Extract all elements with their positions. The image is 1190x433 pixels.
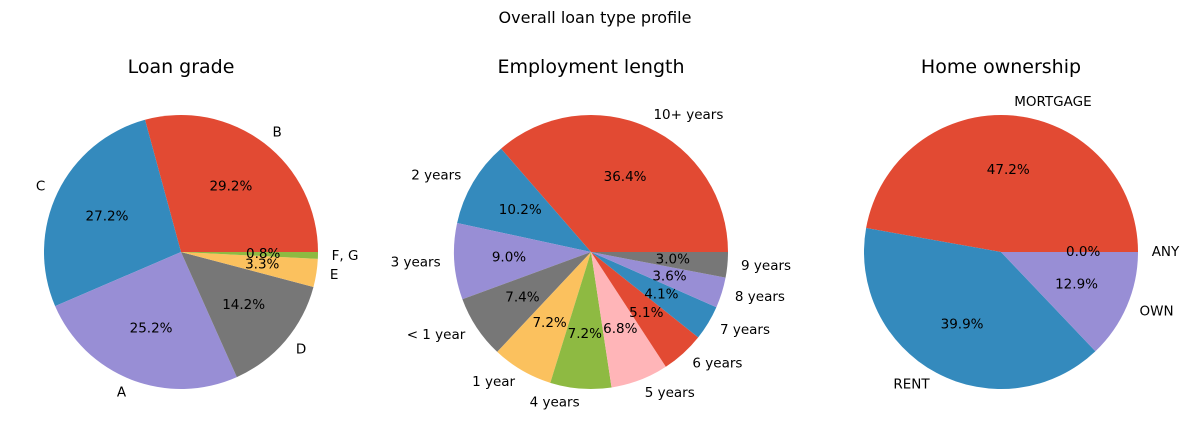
employment-length-label-2-years: 2 years	[411, 167, 461, 183]
loan-grade-label-f-g: F, G	[332, 248, 359, 264]
loan-grade-slice-b	[145, 114, 318, 252]
employment-length-slice-4-years	[550, 252, 612, 389]
loan-grade-label-e: E	[330, 267, 339, 283]
loan-grade-slice-a	[55, 252, 237, 389]
employment-length-label-1-year: < 1 year	[407, 327, 466, 343]
employment-length-pct-3-years: 9.0%	[492, 250, 526, 266]
home-ownership-pie: Home ownership MORTGAGE 47.2% RENT 39.9% OWN 1…	[864, 56, 1180, 393]
loan-grade-pct-a: 25.2%	[130, 321, 173, 337]
employment-length-label-4-years: 4 years	[530, 394, 580, 410]
employment-length-pct-1-year: 7.4%	[505, 289, 539, 305]
employment-length-label-7-years: 7 years	[720, 322, 770, 338]
employment-length-pie: Employment length 10+ years 36.4% 2 years 10…	[391, 56, 791, 410]
home-ownership-label-any: ANY	[1152, 244, 1180, 260]
figure-suptitle: Overall loan type profile	[498, 8, 692, 27]
loan-grade-label-b: B	[273, 124, 282, 140]
home-ownership-label-rent: RENT	[893, 377, 930, 393]
employment-length-pct-10-years: 36.4%	[604, 169, 647, 185]
loan-grade-label-d: D	[296, 342, 306, 358]
employment-length-slice-3-years	[453, 222, 591, 300]
loan-grade-slice-e	[181, 252, 318, 287]
employment-length-slice-9-years	[591, 252, 728, 278]
employment-length-slice-1-year	[462, 252, 591, 352]
employment-length-pct-2-years: 10.2%	[499, 202, 542, 218]
loan-grade-pct-c: 27.2%	[86, 208, 129, 224]
employment-length-label-3-years: 3 years	[391, 254, 441, 270]
employment-length-pct-1-year: 7.2%	[532, 315, 566, 331]
home-ownership-pct-own: 12.9%	[1055, 276, 1098, 292]
employment-length-label-9-years: 9 years	[741, 258, 791, 274]
home-ownership-label-mortgage: MORTGAGE	[1014, 94, 1091, 110]
employment-length-pct-9-years: 3.0%	[656, 252, 690, 268]
loan-grade-label-a: A	[117, 384, 127, 400]
loan-grade-pie: Loan grade B 29.2% C 27.2% A 25.2% D 14.2% E 3.3% F…	[36, 56, 359, 400]
employment-length-title: Employment length	[497, 56, 684, 78]
employment-length-label-6-years: 6 years	[692, 355, 742, 371]
loan-grade-slice-d	[181, 252, 314, 378]
loan-grade-label-c: C	[36, 178, 45, 194]
employment-length-pct-7-years: 4.1%	[644, 287, 678, 303]
employment-length-slice-1-year	[497, 252, 591, 383]
employment-length-pct-8-years: 3.6%	[652, 268, 686, 284]
home-ownership-label-own: OWN	[1139, 303, 1173, 319]
loan-grade-pct-f-g: 0.8%	[246, 246, 280, 262]
employment-length-pct-5-years: 6.8%	[603, 321, 637, 337]
home-ownership-pct-rent: 39.9%	[941, 316, 984, 332]
employment-length-slice-5-years	[591, 252, 666, 388]
home-ownership-slice-own	[1001, 252, 1138, 352]
loan-grade-slice-c	[43, 119, 181, 307]
loan-grade-slice-f-g	[181, 252, 318, 259]
employment-length-slice-2-years	[457, 148, 591, 252]
employment-length-label-8-years: 8 years	[735, 289, 785, 305]
employment-length-label-10-years: 10+ years	[653, 107, 723, 123]
home-ownership-pct-mortgage: 47.2%	[987, 162, 1030, 178]
employment-length-slice-8-years	[591, 252, 726, 308]
employment-length-pct-6-years: 5.1%	[629, 305, 663, 321]
employment-length-label-5-years: 5 years	[645, 385, 695, 401]
employment-length-slice-10-years	[501, 114, 728, 252]
home-ownership-title: Home ownership	[921, 56, 1081, 78]
employment-length-label-1-year: 1 year	[472, 374, 515, 390]
employment-length-slice-7-years	[591, 252, 717, 338]
employment-length-pct-4-years: 7.2%	[568, 326, 602, 342]
loan-grade-pct-d: 14.2%	[222, 297, 265, 313]
loan-grade-title: Loan grade	[128, 56, 235, 78]
loan-grade-pct-e: 3.3%	[245, 257, 279, 273]
loan-grade-pct-b: 29.2%	[209, 179, 252, 195]
home-ownership-pct-any: 0.0%	[1066, 244, 1100, 260]
employment-length-slice-6-years	[591, 252, 699, 367]
home-ownership-slice-rent	[864, 228, 1096, 389]
home-ownership-slice-mortgage	[866, 115, 1138, 252]
